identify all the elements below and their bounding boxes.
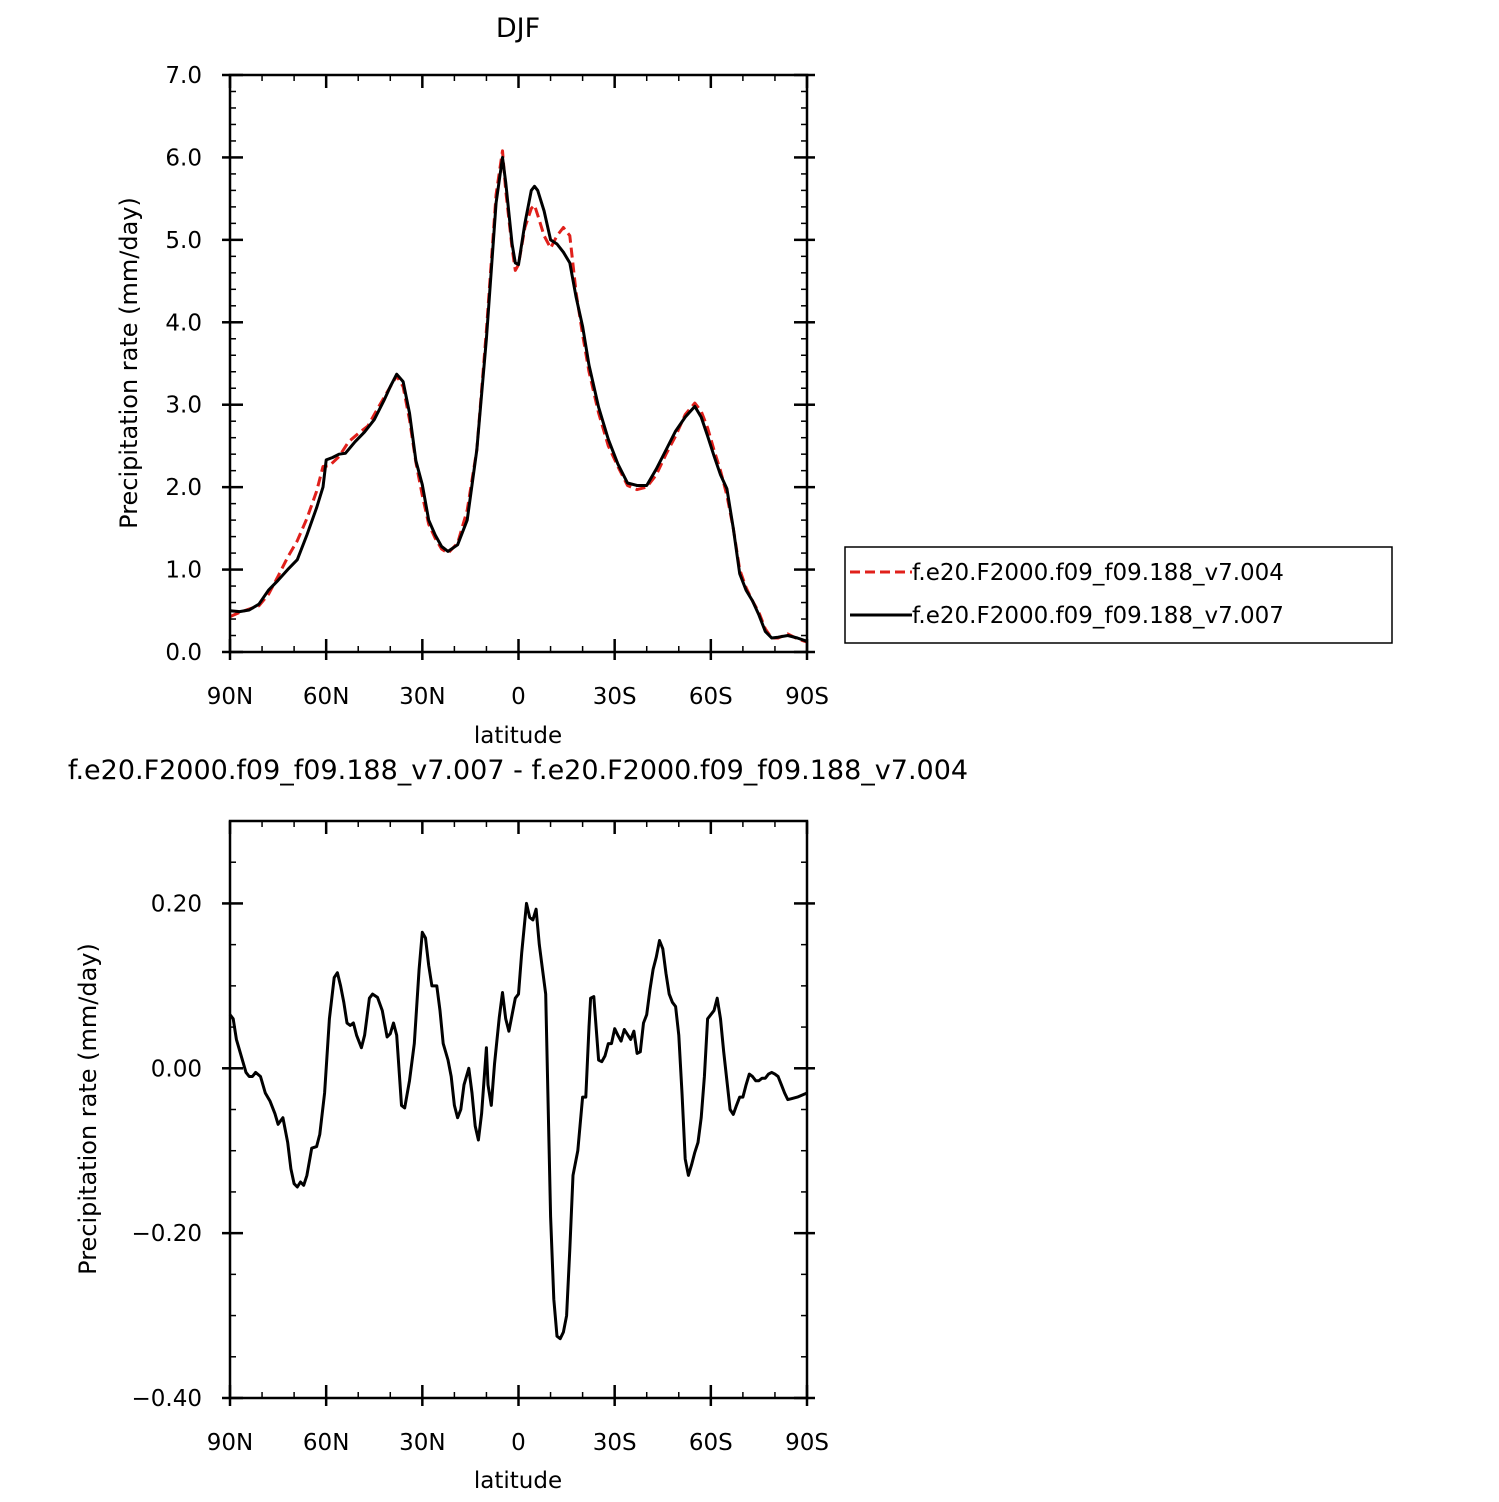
top-chart-title: DJF bbox=[496, 13, 540, 44]
bottom-x-tick-label: 30S bbox=[593, 1430, 637, 1456]
bottom-x-tick-label: 60N bbox=[303, 1430, 349, 1456]
bottom-x-tick-label: 30N bbox=[399, 1430, 445, 1456]
top-y-tick-label: 7.0 bbox=[165, 63, 202, 89]
legend: f.e20.F2000.f09_f09.188_v7.004 f.e20.F20… bbox=[844, 546, 1393, 644]
bottom-x-tick-label: 60S bbox=[689, 1430, 733, 1456]
top-chart-panel: DJF 90N 60N 30N 0 30S 60S 90S 0.0 1.0 2.0 3.0 4.0 5.… bbox=[115, 13, 829, 749]
top-y-tick-label: 2.0 bbox=[165, 475, 202, 501]
top-x-tick-label: 30N bbox=[399, 684, 445, 710]
bottom-x-tick-label: 0 bbox=[511, 1430, 526, 1456]
legend-label-004: f.e20.F2000.f09_f09.188_v7.004 bbox=[912, 560, 1284, 586]
top-y-tick-label: 3.0 bbox=[165, 393, 202, 419]
top-x-tick-label: 0 bbox=[511, 684, 526, 710]
bottom-x-axis-label: latitude bbox=[474, 1468, 562, 1494]
bottom-chart-panel: f.e20.F2000.f09_f09.188_v7.007 - f.e20.F… bbox=[68, 755, 968, 1494]
top-x-tick-label: 60N bbox=[303, 684, 349, 710]
top-x-tick-label: 60S bbox=[689, 684, 733, 710]
top-series-line-1 bbox=[229, 155, 808, 643]
bottom-y-tick-label: 0.00 bbox=[151, 1056, 202, 1082]
bottom-y-tick-label: −0.40 bbox=[132, 1386, 202, 1412]
top-plot-frame bbox=[228, 73, 809, 654]
legend-label-007: f.e20.F2000.f09_f09.188_v7.007 bbox=[912, 603, 1284, 629]
bottom-y-tick-label: −0.20 bbox=[132, 1221, 202, 1247]
bottom-y-tick-label: 0.20 bbox=[151, 891, 202, 917]
bottom-x-tick-label: 90S bbox=[785, 1430, 829, 1456]
top-x-tick-label: 90S bbox=[785, 684, 829, 710]
top-y-tick-label: 6.0 bbox=[165, 145, 202, 171]
bottom-series-line-0 bbox=[228, 901, 808, 1341]
bottom-y-axis-label: Precipitation rate (mm/day) bbox=[74, 943, 102, 1275]
top-y-tick-label: 0.0 bbox=[165, 640, 202, 666]
top-x-tick-label: 90N bbox=[207, 684, 253, 710]
bottom-plot-frame bbox=[228, 819, 809, 1400]
top-x-axis-label: latitude bbox=[474, 723, 562, 749]
top-series-line-0 bbox=[229, 149, 808, 644]
top-x-tick-label: 30S bbox=[593, 684, 637, 710]
top-y-tick-label: 4.0 bbox=[165, 310, 202, 336]
top-y-tick-label: 5.0 bbox=[165, 228, 202, 254]
top-y-tick-label: 1.0 bbox=[165, 558, 202, 584]
bottom-x-tick-label: 90N bbox=[207, 1430, 253, 1456]
top-y-axis-label: Precipitation rate (mm/day) bbox=[115, 197, 143, 529]
bottom-chart-title: f.e20.F2000.f09_f09.188_v7.007 - f.e20.F… bbox=[68, 755, 968, 786]
legend-box bbox=[844, 546, 1393, 644]
